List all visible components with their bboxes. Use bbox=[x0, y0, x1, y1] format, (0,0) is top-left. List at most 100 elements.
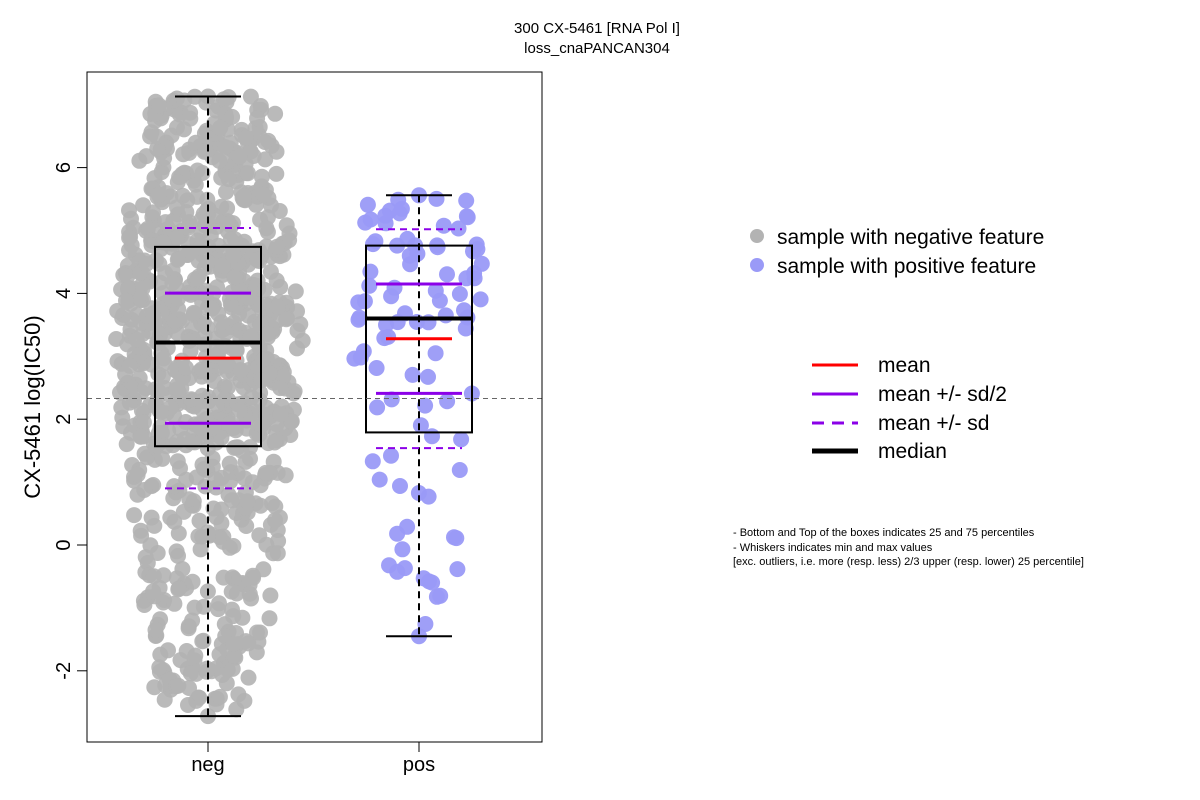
sample-point-neg bbox=[221, 455, 238, 472]
sample-point-neg bbox=[114, 409, 131, 426]
sample-point-neg bbox=[192, 541, 209, 558]
sample-point-neg bbox=[228, 439, 245, 456]
sample-point-neg bbox=[239, 493, 256, 510]
sample-point-neg bbox=[186, 599, 203, 616]
sample-point-pos bbox=[377, 215, 394, 232]
note-line-2: - Whiskers indicates min and max values bbox=[733, 542, 933, 554]
sample-point-neg bbox=[132, 522, 149, 539]
y-tick-label: 2 bbox=[53, 414, 75, 425]
sample-point-neg bbox=[169, 174, 186, 191]
sample-point-neg bbox=[236, 692, 253, 709]
sample-point-neg bbox=[236, 470, 253, 487]
sample-point-neg bbox=[166, 478, 183, 495]
sample-point-pos bbox=[429, 239, 446, 256]
sample-point-neg bbox=[223, 492, 240, 509]
sample-point-neg bbox=[225, 247, 242, 264]
sample-point-neg bbox=[126, 507, 143, 524]
sample-point-pos bbox=[378, 316, 394, 333]
sample-point-neg bbox=[185, 304, 202, 321]
sample-point-neg bbox=[236, 188, 252, 205]
sample-point-pos bbox=[472, 291, 489, 308]
points-layer bbox=[108, 88, 490, 725]
sample-point-neg bbox=[268, 272, 285, 289]
y-tick-label: -2 bbox=[53, 662, 75, 680]
sample-point-neg bbox=[154, 450, 171, 467]
sample-point-neg bbox=[255, 561, 272, 578]
sample-point-neg bbox=[237, 633, 254, 650]
sample-point-neg bbox=[270, 533, 287, 549]
sample-point-neg bbox=[162, 509, 179, 526]
sample-point-pos bbox=[458, 192, 475, 209]
sample-point-neg bbox=[187, 176, 204, 193]
x-tick-label-pos: pos bbox=[403, 754, 435, 776]
sample-point-neg bbox=[204, 450, 221, 467]
sample-point-neg bbox=[249, 624, 265, 641]
plot-frame bbox=[86, 71, 543, 743]
sample-point-neg bbox=[170, 525, 187, 542]
sample-point-pos bbox=[383, 447, 399, 464]
sample-point-neg bbox=[208, 396, 225, 413]
legend-positive-marker bbox=[750, 258, 764, 272]
y-tick-label: 4 bbox=[53, 288, 75, 299]
sample-point-neg bbox=[267, 512, 283, 529]
sample-point-pos bbox=[394, 541, 411, 558]
sample-point-neg bbox=[262, 587, 279, 604]
sample-point-pos bbox=[473, 255, 490, 272]
sample-point-neg bbox=[257, 464, 274, 481]
sample-point-neg bbox=[211, 595, 227, 612]
sample-point-neg bbox=[184, 612, 201, 629]
sample-point-neg bbox=[267, 105, 284, 122]
sample-point-neg bbox=[121, 357, 138, 374]
sample-point-neg bbox=[191, 512, 208, 529]
legend-lines: mean mean +/- sd/2 mean +/- sd median bbox=[812, 354, 1007, 463]
sample-point-neg bbox=[168, 381, 185, 398]
sample-point-neg bbox=[240, 669, 257, 686]
legend-sd-half-label: mean +/- sd/2 bbox=[878, 383, 1007, 406]
sample-point-neg bbox=[231, 148, 248, 165]
sample-point-neg bbox=[256, 134, 273, 150]
sample-point-pos bbox=[428, 190, 445, 207]
sample-point-neg bbox=[109, 353, 126, 370]
sample-point-pos bbox=[417, 397, 434, 414]
sample-point-neg bbox=[137, 380, 154, 397]
sample-point-pos bbox=[371, 471, 388, 488]
sample-point-neg bbox=[176, 121, 192, 138]
sample-point-neg bbox=[249, 251, 266, 268]
sample-point-neg bbox=[258, 220, 275, 237]
sample-point-neg bbox=[180, 697, 196, 713]
sample-point-neg bbox=[150, 186, 167, 203]
sample-point-pos bbox=[392, 478, 408, 494]
sample-point-neg bbox=[164, 275, 181, 291]
sample-point-neg bbox=[151, 659, 168, 676]
sample-point-neg bbox=[222, 231, 239, 248]
sample-point-pos bbox=[420, 488, 437, 505]
sample-point-neg bbox=[170, 581, 187, 598]
sample-point-pos bbox=[448, 530, 465, 547]
sample-point-neg bbox=[147, 622, 164, 638]
sample-point-neg bbox=[214, 667, 231, 683]
sample-point-pos bbox=[427, 345, 444, 362]
sample-point-neg bbox=[118, 436, 135, 453]
legend-positive-label: sample with positive feature bbox=[777, 255, 1036, 278]
sample-point-neg bbox=[182, 665, 199, 682]
sample-point-neg bbox=[258, 399, 275, 416]
sample-point-pos bbox=[362, 211, 379, 228]
sample-point-pos bbox=[420, 368, 436, 385]
sample-point-neg bbox=[211, 152, 228, 169]
sample-point-neg bbox=[170, 677, 187, 694]
sample-point-neg bbox=[199, 254, 216, 271]
sample-point-neg bbox=[129, 466, 146, 483]
sample-point-neg bbox=[222, 296, 239, 313]
sample-point-neg bbox=[181, 491, 198, 508]
sample-point-pos bbox=[365, 236, 381, 253]
sample-point-neg bbox=[256, 281, 273, 298]
sample-point-neg bbox=[182, 286, 199, 303]
sample-point-neg bbox=[108, 331, 125, 347]
sample-point-neg bbox=[178, 359, 194, 376]
sample-point-neg bbox=[226, 269, 243, 286]
sample-point-neg bbox=[218, 357, 234, 374]
sample-point-neg bbox=[226, 647, 243, 664]
y-tick-label: 0 bbox=[53, 539, 75, 550]
sample-point-neg bbox=[277, 467, 294, 484]
